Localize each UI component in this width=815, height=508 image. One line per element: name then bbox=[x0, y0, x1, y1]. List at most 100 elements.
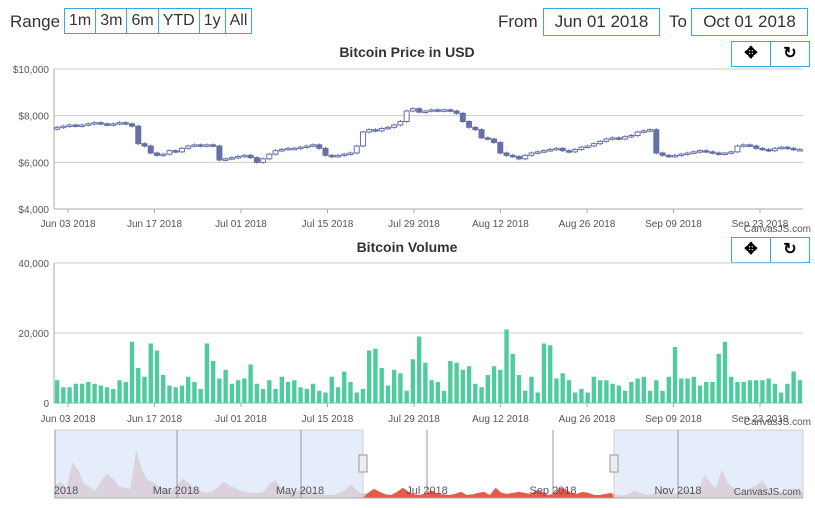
to-date-input[interactable]: Oct 01 2018 bbox=[691, 8, 808, 36]
candle bbox=[509, 154, 516, 158]
from-date-input[interactable]: Jun 01 2018 bbox=[543, 8, 660, 36]
credit-label: CanvasJS.com bbox=[744, 417, 811, 428]
range-button-1y[interactable]: 1y bbox=[199, 9, 226, 33]
candle bbox=[66, 124, 73, 127]
candle bbox=[97, 122, 104, 125]
candle bbox=[765, 149, 772, 152]
volume-chart-toolbar: ✥ ↻ bbox=[731, 237, 810, 263]
volume-bar bbox=[154, 350, 160, 403]
candle bbox=[172, 150, 179, 153]
volume-bar bbox=[785, 383, 790, 403]
volume-bar bbox=[554, 378, 559, 403]
candle bbox=[359, 131, 366, 147]
volume-bar bbox=[148, 343, 153, 403]
pan-icon[interactable]: ✥ bbox=[732, 42, 771, 66]
volume-bar bbox=[285, 382, 291, 403]
candle bbox=[603, 138, 610, 142]
candle bbox=[622, 136, 629, 140]
volume-bar bbox=[198, 389, 203, 403]
candle bbox=[272, 150, 279, 155]
volume-bar bbox=[248, 364, 253, 403]
volume-bar bbox=[666, 376, 671, 403]
candle bbox=[609, 137, 616, 140]
volume-bar bbox=[373, 348, 378, 403]
volume-bar bbox=[797, 380, 803, 403]
range-button-1m[interactable]: 1m bbox=[65, 9, 97, 33]
volume-bar bbox=[367, 350, 372, 403]
volume-bar bbox=[516, 375, 522, 403]
candle bbox=[771, 147, 778, 152]
from-label: From bbox=[498, 12, 538, 31]
candle bbox=[453, 110, 460, 114]
volume-bar bbox=[423, 362, 428, 403]
reset-icon[interactable]: ↻ bbox=[783, 45, 797, 62]
candle bbox=[353, 145, 360, 154]
x-tick-label: Jul 29 2018 bbox=[388, 414, 440, 425]
candle bbox=[690, 151, 697, 154]
candle bbox=[85, 123, 92, 126]
candle bbox=[572, 149, 579, 153]
volume-bar bbox=[473, 383, 478, 403]
volume-bar bbox=[204, 343, 210, 403]
volume-bar bbox=[560, 373, 565, 403]
navigator-handle[interactable] bbox=[609, 454, 619, 473]
volume-bar bbox=[460, 369, 466, 403]
navigator-tick-label: Jul 2018 bbox=[406, 485, 448, 497]
candle bbox=[703, 150, 710, 153]
navigator-tick-label: 2018 bbox=[54, 485, 78, 497]
candle bbox=[778, 146, 785, 150]
volume-bar bbox=[235, 380, 241, 403]
candle bbox=[428, 109, 435, 112]
volume-bar bbox=[86, 382, 91, 403]
volume-bar bbox=[354, 392, 359, 403]
volume-bar bbox=[379, 368, 384, 403]
candle bbox=[266, 153, 273, 160]
candle bbox=[672, 154, 679, 158]
volume-bar bbox=[335, 387, 341, 403]
pan-icon[interactable]: ✥ bbox=[732, 238, 771, 262]
candle bbox=[328, 154, 335, 158]
candle bbox=[72, 124, 79, 127]
volume-bar bbox=[548, 345, 553, 403]
navigator-tick-label: Nov 2018 bbox=[654, 485, 701, 497]
y-tick-label: $6,000 bbox=[18, 158, 49, 169]
candle bbox=[297, 146, 304, 150]
price-chart-title: Bitcoin Price in USD bbox=[339, 44, 474, 60]
candle bbox=[590, 143, 597, 147]
candle bbox=[60, 125, 67, 129]
range-button-all[interactable]: All bbox=[225, 9, 252, 33]
x-tick-label: Jul 15 2018 bbox=[302, 219, 354, 230]
volume-bar bbox=[479, 387, 484, 403]
candle bbox=[434, 109, 441, 112]
candle bbox=[734, 145, 741, 153]
candle bbox=[497, 142, 504, 154]
reset-icon[interactable]: ↻ bbox=[783, 241, 797, 258]
candle bbox=[466, 121, 473, 128]
candle bbox=[403, 110, 410, 122]
volume-bar bbox=[385, 385, 391, 403]
x-tick-label: Jul 01 2018 bbox=[215, 414, 267, 425]
x-tick-label: Aug 26 2018 bbox=[559, 414, 616, 425]
candle bbox=[647, 129, 654, 132]
candle bbox=[715, 152, 722, 155]
volume-bar bbox=[604, 380, 609, 403]
candle bbox=[459, 112, 466, 123]
range-button-6m[interactable]: 6m bbox=[127, 9, 159, 33]
candle bbox=[160, 153, 167, 157]
candle bbox=[322, 147, 329, 156]
volume-bar bbox=[791, 371, 796, 403]
volume-bar bbox=[529, 376, 534, 403]
volume-bar bbox=[192, 382, 197, 403]
volume-bar bbox=[572, 392, 578, 403]
candle bbox=[260, 158, 267, 163]
volume-bar bbox=[491, 366, 497, 403]
navigator[interactable]: 2018 Mar 2018 May 2018 Jul 2018 Sep 2018 Nov … bbox=[0, 428, 815, 508]
navigator-tick-label: Sep 2018 bbox=[529, 485, 576, 497]
navigator-handle[interactable] bbox=[358, 454, 368, 473]
candle bbox=[303, 145, 310, 148]
range-button-ytd[interactable]: YTD bbox=[158, 9, 200, 33]
volume-bar bbox=[260, 389, 266, 403]
volume-bar bbox=[454, 362, 459, 403]
candle bbox=[222, 158, 229, 161]
range-button-3m[interactable]: 3m bbox=[96, 9, 128, 33]
